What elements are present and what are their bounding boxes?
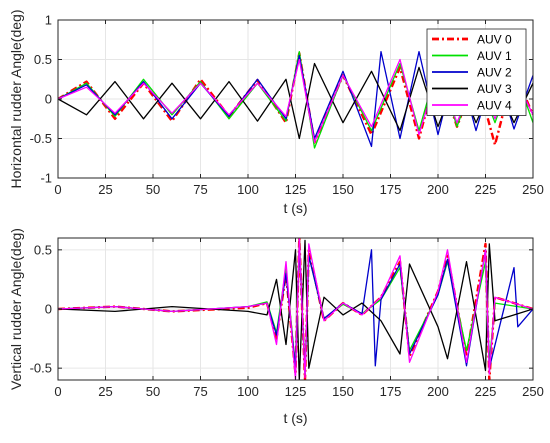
x-tick-label: 250	[522, 384, 544, 399]
x-axis-label: t (s)	[283, 410, 307, 426]
y-tick-label: -0.5	[30, 131, 52, 146]
legend-entry: AUV 3	[477, 82, 512, 96]
x-tick-label: 250	[522, 182, 544, 197]
y-tick-label: -0.5	[30, 361, 52, 376]
y-tick-label: 0	[45, 302, 52, 317]
legend-entry: AUV 4	[477, 99, 512, 113]
x-tick-label: 150	[332, 182, 354, 197]
x-tick-label: 0	[54, 182, 61, 197]
x-tick-label: 75	[193, 384, 207, 399]
legend: AUV 0 AUV 1 AUV 2 AUV 3 AUV 4	[426, 28, 527, 116]
x-tick-label: 50	[146, 384, 160, 399]
x-tick-label: 200	[427, 384, 449, 399]
x-tick-label: 25	[98, 182, 112, 197]
y-axis-label: Vertical rudder Angle(deg)	[8, 228, 24, 390]
x-tick-label: 100	[237, 384, 259, 399]
x-tick-label: 50	[146, 182, 160, 197]
x-tick-label: 175	[380, 182, 402, 197]
x-tick-label: 75	[193, 182, 207, 197]
x-tick-label: 100	[237, 182, 259, 197]
series-line-auv-4	[58, 238, 533, 380]
y-tick-label: 1	[45, 13, 52, 28]
x-tick-label: 125	[285, 182, 307, 197]
y-tick-label: 0.5	[34, 52, 52, 67]
x-tick-label: 0	[54, 384, 61, 399]
series-group	[58, 238, 533, 380]
x-tick-label: 200	[427, 182, 449, 197]
x-tick-label: 125	[285, 384, 307, 399]
y-tick-label: 0	[45, 92, 52, 107]
x-tick-label: 225	[475, 384, 497, 399]
series-line-auv-3	[58, 239, 533, 380]
x-axis-label: t (s)	[283, 200, 307, 216]
legend-entry: AUV 2	[477, 66, 512, 80]
legend-entry: AUV 0	[477, 33, 512, 47]
x-tick-label: 225	[475, 182, 497, 197]
legend-entry: AUV 1	[477, 49, 512, 63]
top-axes: 0 25 50 75 100 125 150 175 200 225 250 1 0.5 0 -0.5 -1 t…	[8, 10, 544, 217]
y-tick-label: 0.5	[34, 242, 52, 257]
x-tick-label: 175	[380, 384, 402, 399]
x-tick-label: 150	[332, 384, 354, 399]
y-axis-label: Horizontal rudder Angle(deg)	[8, 10, 24, 189]
x-tick-label: 25	[98, 384, 112, 399]
y-tick-label: -1	[40, 171, 52, 186]
